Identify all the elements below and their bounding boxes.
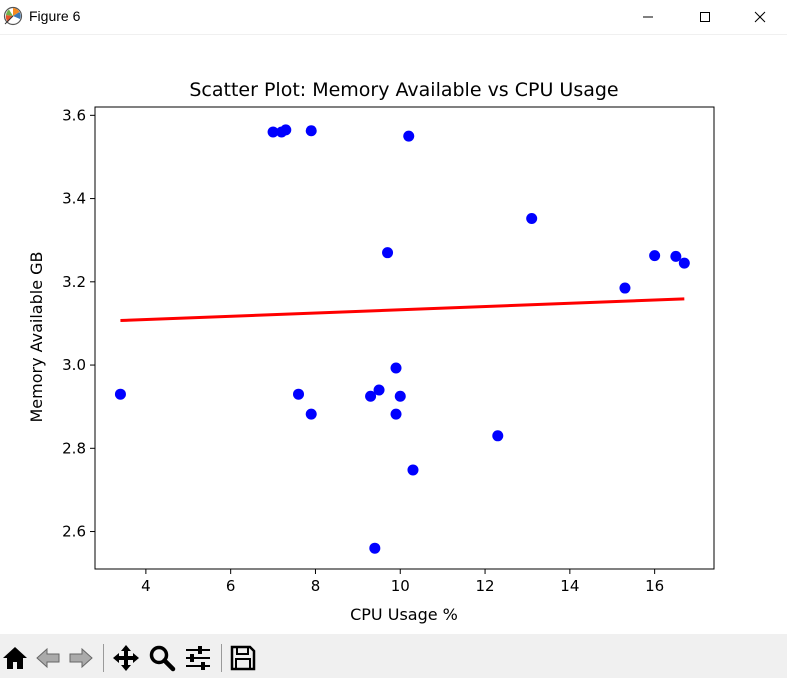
data-point <box>369 542 381 554</box>
close-button[interactable] <box>733 0 787 34</box>
y-tick-label: 3.6 <box>62 106 86 124</box>
y-tick-label: 2.6 <box>62 523 86 541</box>
toolbar-separator <box>103 644 104 672</box>
data-point <box>280 124 292 136</box>
data-point <box>293 388 305 400</box>
x-tick-label: 4 <box>141 577 151 595</box>
figure-canvas: Scatter Plot: Memory Available vs CPU Us… <box>0 34 787 634</box>
back-button[interactable] <box>33 643 63 673</box>
x-axis-label: CPU Usage % <box>350 605 458 624</box>
configure-subplots-icon <box>186 646 210 670</box>
data-point <box>365 390 377 402</box>
zoom-icon <box>149 645 176 672</box>
forward-icon <box>69 647 93 669</box>
y-tick-label: 3.0 <box>62 356 86 374</box>
data-point <box>649 250 661 262</box>
data-point <box>670 250 682 262</box>
zoom-button[interactable] <box>147 643 177 673</box>
matplotlib-logo-icon <box>3 6 23 26</box>
data-point <box>373 384 385 396</box>
home-icon <box>3 647 27 669</box>
chart-title: Scatter Plot: Memory Available vs CPU Us… <box>189 79 618 101</box>
close-icon <box>754 11 766 23</box>
pan-button[interactable] <box>111 643 141 673</box>
configure-subplots-button[interactable] <box>183 643 213 673</box>
x-tick-label: 10 <box>391 577 410 595</box>
x-tick-label: 12 <box>476 577 495 595</box>
data-point <box>619 282 631 294</box>
window-title: Figure 6 <box>29 8 81 24</box>
home-button[interactable] <box>0 643 30 673</box>
save-button[interactable] <box>228 643 258 673</box>
data-point <box>678 257 690 269</box>
x-tick-label: 16 <box>645 577 664 595</box>
maximize-button[interactable] <box>676 0 734 34</box>
back-icon <box>36 647 60 669</box>
x-tick-label: 6 <box>226 577 236 595</box>
plot-frame <box>94 106 715 570</box>
data-point <box>407 464 419 476</box>
navigation-toolbar <box>0 634 787 678</box>
regression-line <box>120 297 685 323</box>
data-point <box>526 213 538 225</box>
data-point <box>390 408 402 420</box>
y-tick-label: 3.2 <box>62 273 86 291</box>
minimize-icon <box>643 16 653 18</box>
window-titlebar: Figure 6 <box>0 0 787 35</box>
scatter-chart: Scatter Plot: Memory Available vs CPU Us… <box>27 79 715 624</box>
toolbar-separator <box>221 644 222 672</box>
data-point <box>305 125 317 137</box>
save-icon <box>230 645 256 671</box>
data-point <box>267 126 279 138</box>
maximize-icon <box>700 12 710 22</box>
forward-button[interactable] <box>66 643 96 673</box>
data-point <box>382 247 394 259</box>
pan-icon <box>113 645 139 671</box>
data-point <box>394 390 406 402</box>
x-tick-label: 8 <box>311 577 321 595</box>
data-point <box>114 388 126 400</box>
y-axis-label: Memory Available GB <box>27 251 46 422</box>
x-tick-label: 14 <box>560 577 579 595</box>
data-point <box>390 362 402 374</box>
y-tick-label: 3.4 <box>62 190 86 208</box>
data-point <box>492 430 504 442</box>
data-point <box>305 408 317 420</box>
y-tick-label: 2.8 <box>62 439 86 457</box>
data-point <box>403 130 415 142</box>
minimize-button[interactable] <box>619 0 677 34</box>
